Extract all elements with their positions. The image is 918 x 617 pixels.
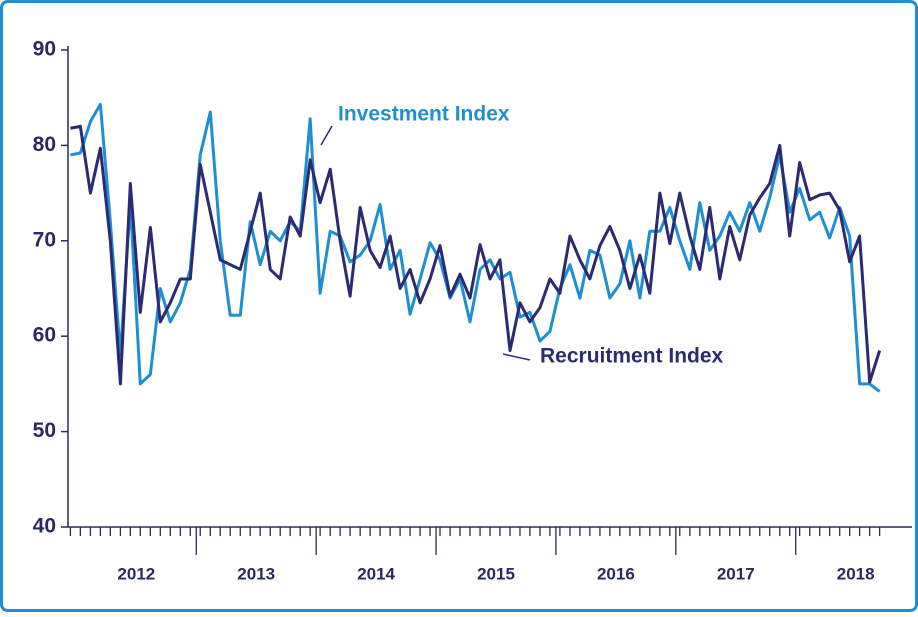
y-tick-label: 80 xyxy=(33,133,56,156)
x-tick-label: 2018 xyxy=(837,564,875,583)
y-tick-label: 40 xyxy=(33,515,56,538)
leader-line xyxy=(502,353,531,361)
y-tick-label: 90 xyxy=(33,38,56,61)
x-tick-label: 2012 xyxy=(117,564,155,583)
x-tick-label: 2015 xyxy=(477,564,515,583)
leader-line xyxy=(320,125,333,146)
x-tick-label: 2013 xyxy=(237,564,275,583)
x-tick-label: 2014 xyxy=(357,564,395,583)
x-tick-label: 2017 xyxy=(717,564,755,583)
series-line xyxy=(70,102,881,393)
annotation: Investment Index xyxy=(338,103,510,126)
y-tick-label: 70 xyxy=(33,228,56,251)
annotation: Recruitment Index xyxy=(540,345,724,368)
x-tick-label: 2016 xyxy=(597,564,635,583)
y-tick-label: 60 xyxy=(33,324,56,347)
series-line xyxy=(70,124,882,386)
y-tick-label: 50 xyxy=(33,419,56,442)
